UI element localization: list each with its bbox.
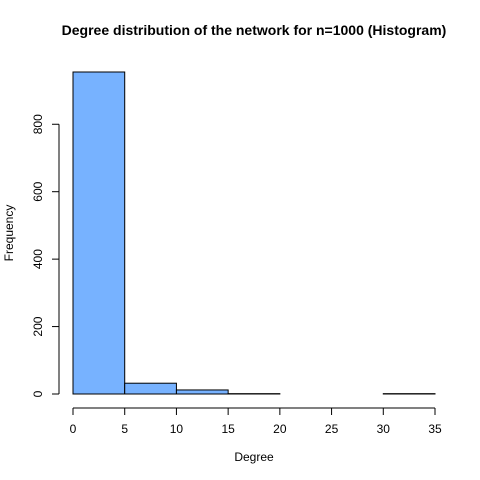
y-tick-label: 800: [31, 114, 45, 134]
x-tick-label: 25: [325, 422, 339, 436]
y-tick-label: 0: [31, 390, 45, 397]
x-tick-label: 10: [170, 422, 184, 436]
y-tick-label: 600: [31, 181, 45, 201]
x-tick-label: 5: [121, 422, 128, 436]
chart-title: Degree distribution of the network for n…: [62, 22, 447, 38]
x-tick-label: 15: [221, 422, 235, 436]
x-tick-label: 20: [273, 422, 287, 436]
histogram-bar: [72, 71, 126, 395]
y-tick-label: 200: [31, 316, 45, 336]
x-axis-label: Degree: [234, 450, 274, 464]
x-tick-label: 30: [377, 422, 391, 436]
histogram-bar: [175, 389, 229, 395]
x-tick-label: 0: [70, 422, 77, 436]
y-axis: 0 200 400 600 800: [31, 114, 60, 397]
y-tick-label: 400: [31, 249, 45, 269]
histogram-bar: [124, 382, 177, 395]
x-axis: 0 5 10 15 20 25 30 35: [70, 407, 442, 436]
y-axis-label: Frequency: [2, 205, 16, 262]
x-tick-label: 35: [428, 422, 442, 436]
bars-group: [72, 71, 436, 395]
